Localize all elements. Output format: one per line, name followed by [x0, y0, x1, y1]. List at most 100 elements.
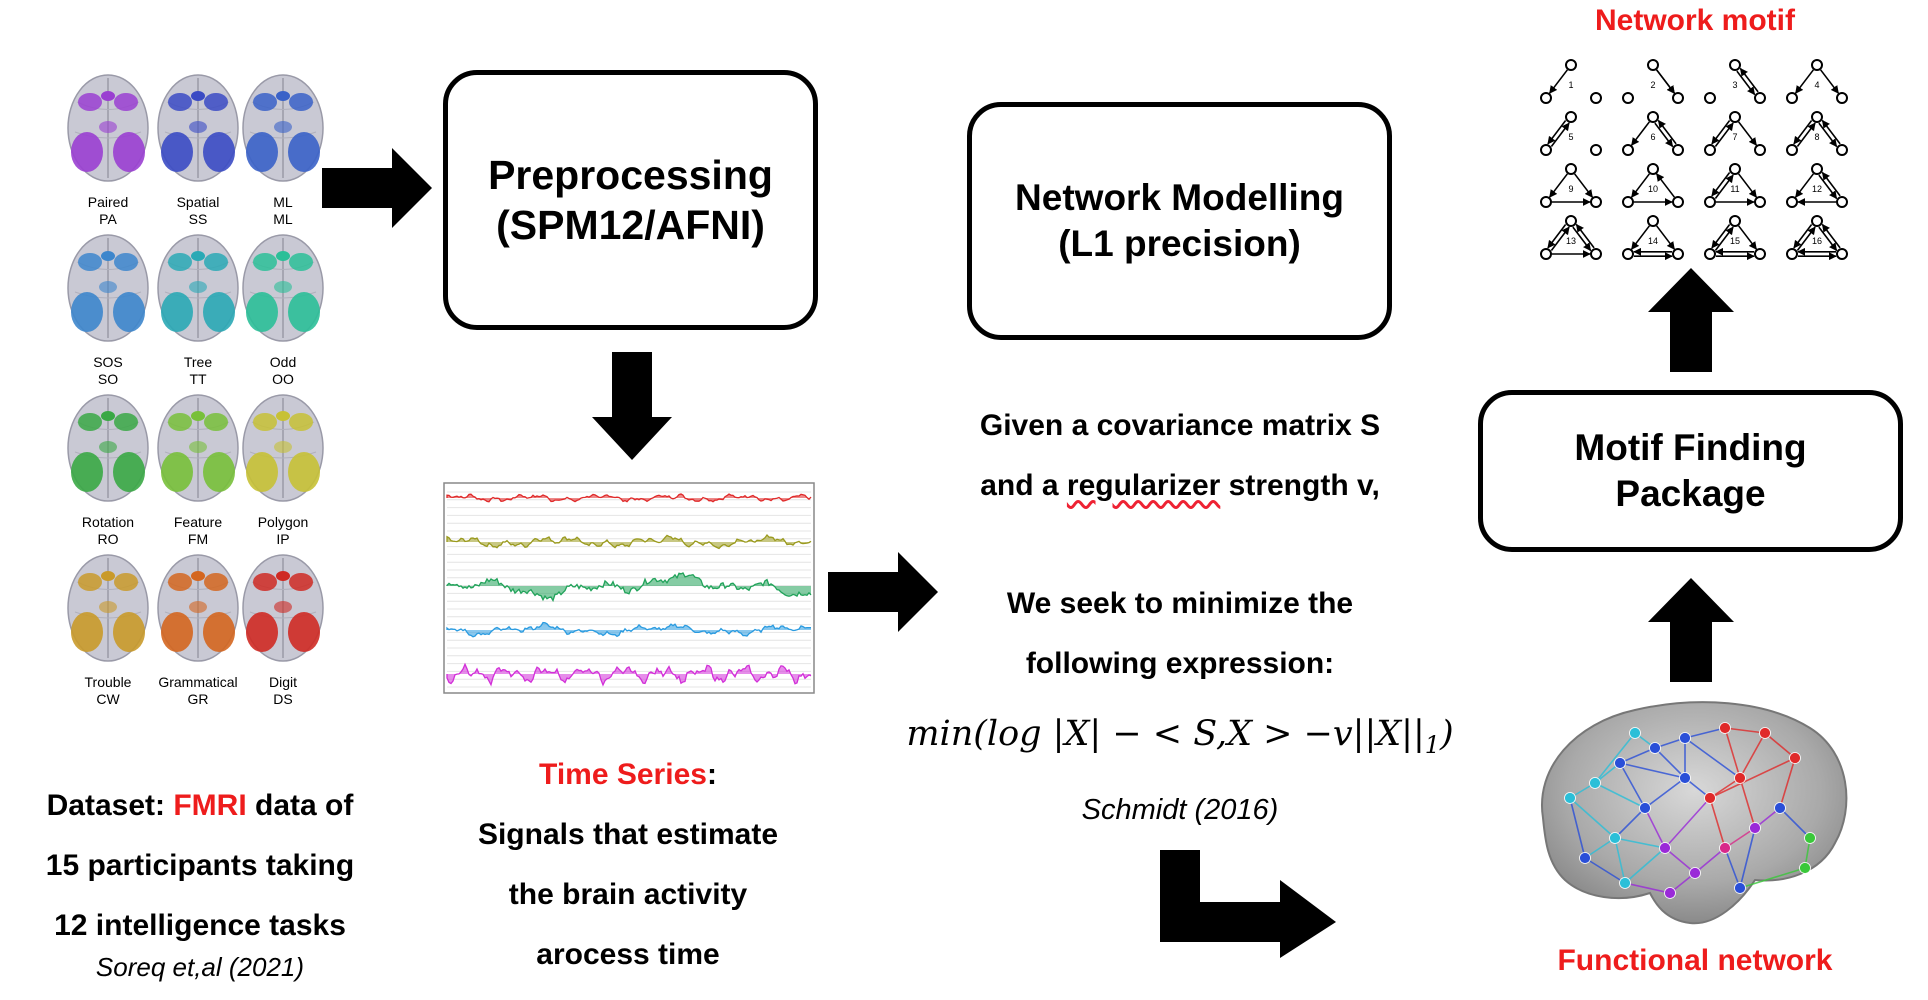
network-edge	[1779, 757, 1796, 809]
motif-16: 16	[1786, 215, 1848, 261]
brain-label-ro: Rotation RO	[48, 514, 168, 548]
brain-task-code: PA	[99, 211, 117, 227]
brain-task-code: GR	[187, 691, 209, 707]
objective-citation: Schmidt (2016)	[1081, 794, 1279, 826]
network-node	[1664, 887, 1676, 899]
motif-number: 2	[1650, 80, 1655, 90]
network-node	[1679, 732, 1691, 744]
signal-line-2	[446, 533, 812, 550]
network-node	[1649, 742, 1661, 754]
network-node	[1564, 792, 1576, 804]
network-edge	[1569, 797, 1616, 839]
signal-line-5	[446, 662, 812, 687]
network-node	[1734, 772, 1746, 784]
network-edge	[1709, 777, 1741, 799]
network-node	[1629, 727, 1641, 739]
motif-12: 12	[1786, 163, 1848, 208]
signal-fill-2	[447, 535, 811, 549]
brain-label-fm: Feature FM	[138, 514, 258, 548]
motif-3: 3	[1704, 59, 1766, 104]
brain-image-pa	[67, 74, 149, 182]
brain-label-so: SOS SO	[48, 354, 168, 388]
brain-task-name: Odd	[269, 354, 297, 370]
brain-task-name: Trouble	[84, 674, 132, 690]
formula-subscript: 1	[1424, 731, 1441, 759]
objective-formula: min(log |X| − < S,X > −v||X||1)	[880, 714, 1480, 759]
motif-number: 10	[1648, 184, 1658, 194]
network-node	[1804, 832, 1816, 844]
motif-number: 3	[1732, 80, 1737, 90]
time-series-description: Time Series: Signals that estimate the b…	[418, 745, 838, 985]
motif-number: 4	[1814, 80, 1819, 90]
network-edge	[1594, 782, 1646, 809]
network-edge	[1724, 727, 1766, 734]
time-series-line2: the brain activity	[508, 878, 748, 911]
network-edge	[1619, 747, 1656, 764]
network-node	[1789, 752, 1801, 764]
network-node	[1589, 777, 1601, 789]
brain-image-ml	[242, 74, 324, 182]
network-edge	[1614, 837, 1626, 884]
motif-1: 1	[1540, 59, 1602, 104]
network-edge	[1709, 797, 1726, 849]
brain-image-tt	[157, 234, 239, 342]
preprocessing-box: Preprocessing (SPM12/AFNI)	[443, 70, 818, 330]
objective-line3: We seek to minimize the	[1006, 587, 1354, 620]
objective-text-bottom: We seek to minimize the following expres…	[920, 574, 1440, 694]
network-node	[1579, 852, 1591, 864]
motif-number: 16	[1812, 236, 1822, 246]
brain-task-name: Spatial	[176, 194, 220, 210]
network-edge	[1644, 777, 1686, 809]
motif-7: 7	[1704, 111, 1766, 156]
network-edge	[1664, 797, 1711, 849]
motif-number: 11	[1730, 184, 1739, 194]
motif-finding-line2: Package	[1615, 473, 1766, 514]
network-edge	[1694, 847, 1726, 874]
dataset-citation: Soreq et,al (2021)	[95, 952, 305, 982]
network-motif-title: Network motif	[1594, 4, 1795, 37]
brain-task-name: Grammatical	[158, 674, 238, 690]
motif-13: 13	[1540, 215, 1602, 260]
brain-label-ss: Spatial SS	[138, 194, 258, 228]
objective-line2-post: strength v,	[1220, 469, 1380, 502]
brain-task-code: FM	[187, 531, 209, 547]
brain-task-name: SOS	[93, 354, 123, 370]
motif-number: 7	[1732, 132, 1737, 142]
network-node	[1619, 877, 1631, 889]
motif-number: 13	[1566, 236, 1576, 246]
arrow-up-to-motif-finding	[1648, 578, 1734, 682]
brain-label-ip: Polygon IP	[223, 514, 343, 548]
brain-task-code: SO	[97, 371, 119, 387]
network-node	[1774, 802, 1786, 814]
brain-image-ip	[242, 394, 324, 502]
network-edge	[1764, 732, 1796, 759]
network-edge	[1739, 867, 1806, 889]
brain-image-cw	[67, 554, 149, 662]
network-edge	[1739, 777, 1756, 829]
brain-image-fm	[157, 394, 239, 502]
motif-number: 9	[1568, 184, 1573, 194]
brain-label-ds: Digit DS	[223, 674, 343, 708]
brain-image-gr	[157, 554, 239, 662]
network-edge	[1739, 827, 1756, 889]
motif-number: 8	[1814, 132, 1819, 142]
motif-number: 14	[1648, 236, 1658, 246]
brain-label-gr: Grammatical GR	[138, 674, 258, 708]
network-edge	[1724, 827, 1756, 849]
motif-number: 1	[1568, 80, 1573, 90]
network-node	[1749, 822, 1761, 834]
network-node	[1614, 757, 1626, 769]
signal-line-4	[446, 621, 811, 638]
network-edge	[1624, 847, 1666, 884]
motif-5: 5	[1540, 111, 1602, 156]
motif-15: 15	[1704, 215, 1766, 261]
signal-fill-5	[447, 664, 811, 685]
network-edge	[1709, 757, 1796, 799]
brain-label-oo: Odd OO	[223, 354, 343, 388]
brain-task-code: DS	[273, 691, 293, 707]
network-modelling-line2: (L1 precision)	[1058, 223, 1301, 264]
time-series-line3: arocess time	[536, 938, 720, 971]
motif-finding-line1: Motif Finding	[1574, 427, 1807, 468]
network-node	[1719, 842, 1731, 854]
network-edge	[1619, 762, 1686, 779]
